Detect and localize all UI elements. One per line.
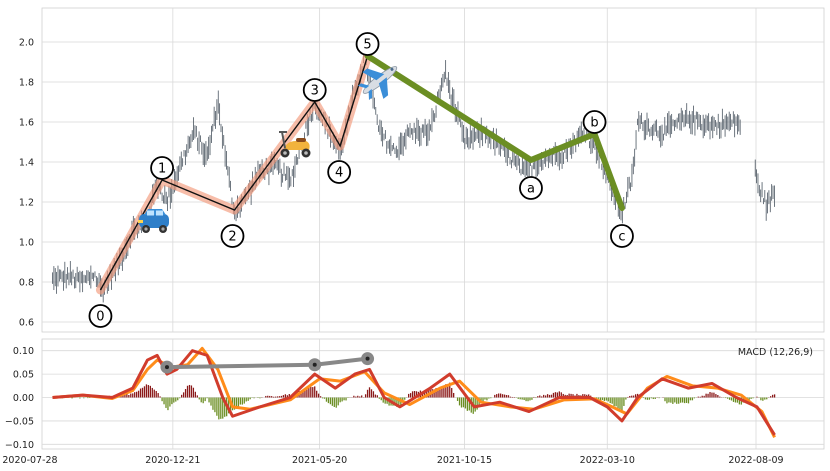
x-tick-label: 2021-05-20 (292, 455, 347, 466)
impulse-wave-line (99, 55, 369, 291)
macd-divergence (160, 352, 375, 374)
impulse-waves (95, 51, 373, 295)
price-y-tick-label: 0.6 (19, 318, 34, 329)
price-y-tick-label: 2.0 (19, 38, 34, 49)
macd-y-tick-label: −0.05 (5, 416, 34, 427)
macd-y-tick-label: 0.05 (13, 370, 34, 381)
divergence-marker-center (365, 356, 370, 361)
macd-panel: −0.10 −0.05 0.00 0.05 0.10 MACD (12,26,9) (5, 338, 825, 451)
correction-wave-line (364, 53, 625, 211)
macd-y-tick-label: 0.00 (13, 393, 34, 404)
wave-label-2: 2 (220, 224, 245, 248)
x-axis-ticks: 2020-07-28 2020-12-21 2021-05-20 2021-10-15… (2, 455, 783, 466)
scooter-icon (279, 131, 311, 158)
wave-label-b: b (582, 110, 607, 134)
price-y-tick-label: 1.0 (19, 238, 34, 249)
x-tick-label: 2022-08-09 (728, 455, 783, 466)
wave-label-c: c (610, 224, 634, 248)
price-y-tick-label: 1.6 (19, 118, 34, 129)
svg-text:0: 0 (96, 310, 104, 325)
divergence-marker-center (312, 362, 317, 367)
price-panel: 0.6 0.8 1.0 1.2 1.4 1.6 1.8 2.0 0 1 2 3 4 5 a b c (19, 7, 825, 333)
wave-label-5: 5 (355, 32, 380, 56)
svg-text:c: c (618, 230, 625, 245)
x-tick-label: 2020-07-28 (2, 455, 57, 466)
wave-label-1: 1 (150, 156, 174, 180)
macd-y-tick-label: 0.10 (13, 346, 34, 357)
airplane-icon (357, 66, 398, 101)
svg-text:4: 4 (335, 166, 343, 181)
price-y-tick-label: 1.8 (19, 78, 34, 89)
svg-text:1: 1 (158, 162, 166, 177)
price-y-ticks: 0.6 0.8 1.0 1.2 1.4 1.6 1.8 2.0 (19, 38, 34, 329)
macd-legend: MACD (12,26,9) (738, 347, 813, 358)
svg-text:a: a (527, 182, 535, 197)
price-y-tick-label: 1.4 (19, 158, 34, 169)
wave-label-4: 4 (327, 160, 352, 184)
x-tick-label: 2022-03-10 (580, 455, 635, 466)
wave-label-a: a (519, 176, 543, 200)
svg-text:2: 2 (228, 230, 236, 245)
wave-label-0: 0 (88, 304, 113, 328)
divergence-marker-center (164, 365, 169, 370)
macd-y-ticks: −0.10 −0.05 0.00 0.05 0.10 (5, 346, 34, 451)
price-y-tick-label: 1.2 (19, 198, 34, 209)
wave-labels: 0 1 2 3 4 5 a b c (88, 32, 634, 328)
svg-text:b: b (590, 116, 598, 131)
svg-text:5: 5 (363, 38, 371, 53)
x-tick-label: 2020-12-21 (145, 455, 200, 466)
x-tick-label: 2021-10-15 (437, 455, 492, 466)
wave-label-3: 3 (302, 78, 327, 102)
correction-waves (364, 53, 625, 211)
svg-text:3: 3 (311, 84, 319, 99)
car-icon (138, 209, 169, 233)
price-y-tick-label: 0.8 (19, 278, 34, 289)
macd-y-tick-label: −0.10 (5, 440, 34, 451)
